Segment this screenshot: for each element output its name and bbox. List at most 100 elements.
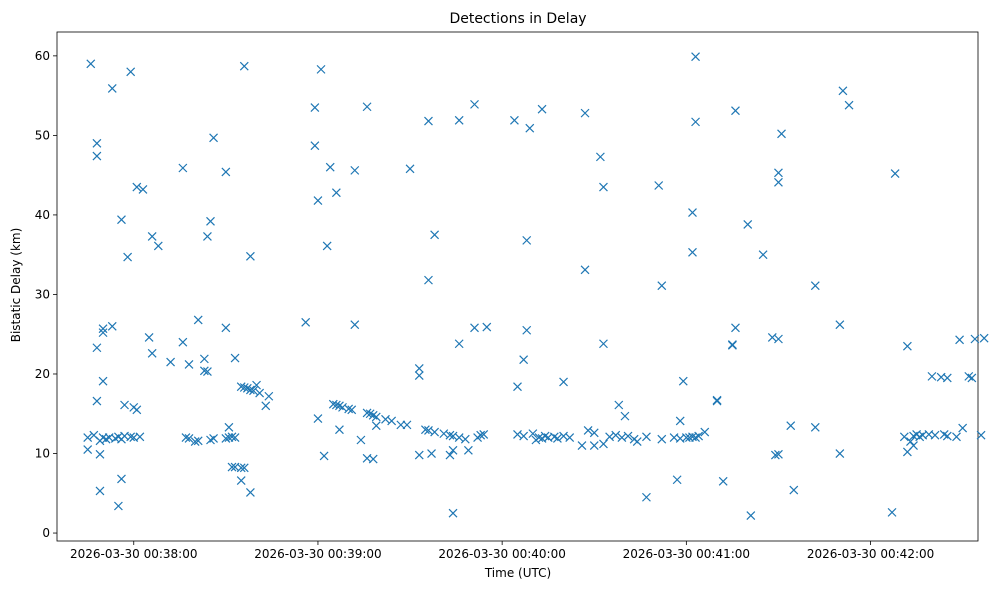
data-point	[718, 476, 728, 486]
data-point	[777, 129, 786, 139]
data-point	[319, 451, 329, 461]
data-point	[83, 445, 93, 454]
data-point	[743, 220, 753, 229]
data-point	[657, 434, 667, 444]
data-point	[230, 433, 240, 443]
data-point	[209, 133, 218, 143]
data-point	[153, 241, 163, 251]
data-point	[209, 433, 218, 443]
data-point	[902, 341, 912, 351]
data-point	[107, 84, 117, 93]
data-point	[712, 395, 722, 405]
data-point	[147, 348, 157, 358]
y-axis-ticks: 0 10 20 30 40 50 60	[35, 49, 57, 540]
data-point	[810, 422, 820, 432]
data-point	[479, 430, 489, 439]
data-point	[774, 449, 783, 459]
axes-frame	[56, 31, 979, 542]
data-point	[774, 168, 783, 178]
data-point	[672, 475, 682, 485]
data-point	[522, 325, 532, 335]
data-point	[227, 462, 237, 472]
y-tick-label: 20	[35, 367, 50, 381]
y-tick-label: 60	[35, 49, 50, 63]
data-point	[654, 181, 664, 190]
data-point	[350, 320, 360, 330]
data-point	[264, 391, 274, 401]
data-point	[835, 320, 845, 330]
data-point	[371, 421, 381, 431]
data-point	[952, 432, 961, 442]
data-point	[510, 115, 519, 125]
data-point	[387, 416, 397, 426]
data-point	[362, 102, 372, 112]
y-axis-label: Bistatic Delay (km)	[9, 228, 23, 343]
data-point	[224, 422, 234, 432]
data-point	[86, 59, 96, 69]
data-point	[227, 432, 237, 442]
data-point	[589, 441, 599, 450]
data-point	[691, 52, 700, 62]
data-point	[239, 463, 249, 473]
data-point	[642, 492, 651, 502]
data-point	[325, 162, 335, 172]
data-point	[470, 99, 479, 109]
data-point	[221, 323, 231, 333]
data-point	[356, 435, 366, 445]
data-point	[460, 434, 470, 444]
y-tick-label: 10	[35, 447, 50, 461]
data-point	[906, 437, 915, 447]
data-point	[414, 363, 424, 373]
data-point	[454, 115, 464, 125]
data-point	[206, 216, 215, 226]
data-point	[230, 353, 240, 363]
data-point	[746, 511, 756, 520]
data-point	[193, 315, 203, 325]
data-point	[688, 208, 697, 217]
data-point	[614, 400, 624, 410]
data-point	[835, 449, 845, 458]
data-point	[245, 488, 255, 497]
data-point	[92, 151, 102, 161]
data-point	[678, 376, 688, 386]
data-point	[331, 188, 341, 198]
x-tick-label: 2026-03-30 00:42:00	[807, 547, 934, 561]
data-point	[599, 339, 608, 349]
data-point	[424, 275, 433, 285]
data-point	[117, 215, 126, 225]
data-point	[430, 427, 440, 437]
data-point	[310, 103, 320, 112]
data-point	[236, 476, 246, 485]
markers	[83, 52, 989, 520]
data-point	[688, 247, 697, 257]
data-point	[255, 388, 265, 398]
data-point	[970, 334, 980, 344]
data-point	[252, 380, 261, 390]
data-point	[344, 404, 354, 414]
data-point	[261, 401, 271, 411]
data-point	[958, 423, 968, 433]
data-point	[899, 432, 909, 442]
data-point	[92, 138, 102, 148]
data-point	[657, 281, 667, 291]
data-point	[727, 340, 737, 350]
data-point	[126, 432, 136, 442]
data-point	[126, 67, 136, 77]
data-point	[445, 430, 455, 440]
data-point	[132, 405, 142, 415]
data-point	[786, 421, 796, 431]
data-point	[774, 334, 783, 344]
data-point	[463, 445, 473, 455]
data-point	[178, 337, 188, 347]
data-point	[350, 165, 360, 175]
data-point	[595, 152, 605, 162]
data-point	[470, 323, 479, 333]
data-point	[700, 427, 710, 437]
x-axis-ticks: 2026-03-30 00:38:00 2026-03-30 00:39:00 20…	[70, 541, 934, 561]
data-point	[184, 360, 194, 369]
data-point	[245, 385, 255, 395]
data-point	[98, 328, 108, 338]
data-point	[331, 400, 341, 410]
data-point	[239, 61, 249, 71]
data-point	[583, 426, 593, 435]
